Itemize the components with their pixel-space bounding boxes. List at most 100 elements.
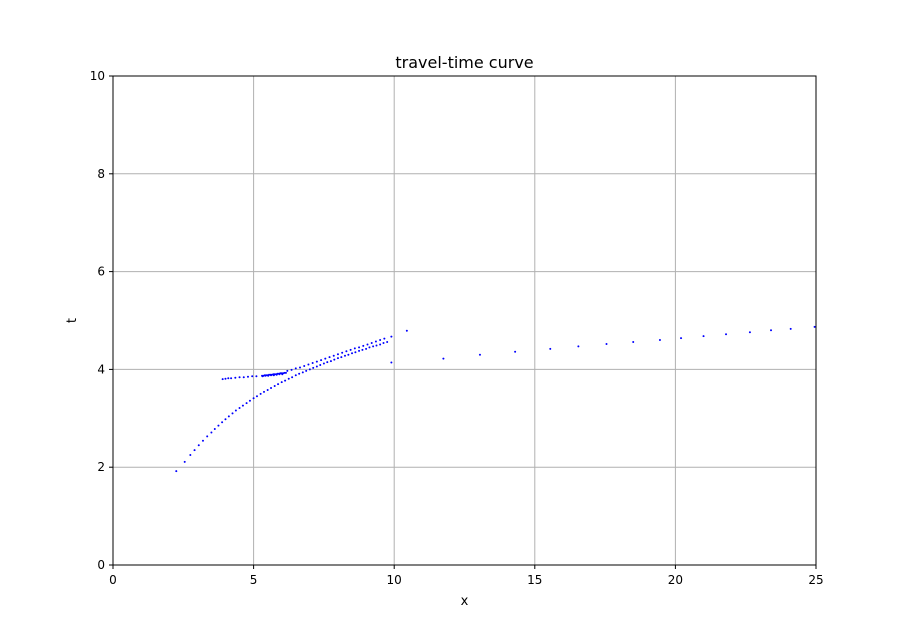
- data-point: [246, 375, 249, 378]
- data-point: [224, 377, 227, 380]
- data-point: [217, 424, 220, 427]
- data-points: [175, 325, 816, 473]
- data-point: [312, 366, 315, 369]
- data-point: [291, 376, 294, 379]
- data-point: [221, 421, 224, 424]
- data-point: [294, 367, 297, 370]
- data-point: [252, 397, 255, 400]
- data-point: [210, 431, 213, 434]
- data-point: [284, 379, 287, 382]
- data-point: [375, 344, 378, 347]
- data-point: [333, 358, 336, 361]
- data-point: [478, 353, 481, 356]
- data-point: [227, 415, 230, 418]
- data-point: [242, 376, 245, 379]
- data-point: [224, 418, 227, 421]
- data-point: [379, 339, 382, 342]
- data-point: [336, 353, 339, 356]
- data-point: [390, 361, 393, 364]
- y-axis-ticks: 0 2 4 6 8 10: [90, 69, 113, 572]
- data-point: [315, 360, 318, 363]
- data-point: [366, 343, 369, 346]
- data-point: [213, 428, 216, 431]
- data-point: [193, 449, 196, 452]
- data-point: [183, 460, 186, 463]
- data-point: [319, 363, 322, 366]
- data-point: [294, 374, 297, 377]
- data-point: [221, 378, 224, 381]
- data-point: [361, 348, 364, 351]
- data-point: [286, 369, 289, 372]
- data-point: [347, 353, 350, 356]
- data-point: [351, 352, 354, 355]
- data-point: [605, 342, 608, 345]
- x-tick-label: 20: [668, 573, 683, 587]
- data-point: [368, 346, 371, 349]
- data-point: [372, 345, 375, 348]
- data-point: [175, 470, 178, 473]
- data-point: [336, 357, 339, 360]
- data-point: [382, 341, 385, 344]
- data-point: [341, 351, 344, 354]
- data-point: [290, 368, 293, 371]
- plot-frame: [112, 75, 817, 566]
- data-point: [748, 331, 751, 334]
- data-point: [234, 409, 237, 412]
- data-point: [442, 357, 445, 360]
- data-point: [789, 327, 792, 330]
- data-point: [308, 368, 311, 371]
- data-point: [725, 333, 728, 336]
- data-point: [251, 375, 254, 378]
- data-point: [307, 363, 310, 366]
- data-point: [287, 377, 290, 380]
- data-point: [255, 395, 258, 398]
- data-point: [241, 404, 244, 407]
- data-point: [386, 341, 389, 344]
- data-point: [255, 375, 258, 378]
- data-point: [267, 374, 270, 377]
- data-point: [370, 341, 373, 344]
- data-point: [329, 360, 332, 363]
- y-tick-label: 6: [97, 265, 105, 279]
- data-point: [259, 392, 262, 395]
- y-axis-label: t: [65, 318, 80, 323]
- data-point: [770, 329, 773, 332]
- x-tick-label: 25: [808, 573, 823, 587]
- data-point: [245, 402, 248, 405]
- y-tick-label: 0: [97, 558, 105, 572]
- data-point: [680, 337, 683, 340]
- data-point: [383, 337, 386, 340]
- data-point: [365, 347, 368, 350]
- data-point: [206, 435, 209, 438]
- data-point: [231, 412, 234, 415]
- data-point: [301, 371, 304, 374]
- data-point: [577, 345, 580, 348]
- data-point: [374, 340, 377, 343]
- data-point: [197, 444, 200, 447]
- x-tick-label: 15: [527, 573, 542, 587]
- data-point: [362, 344, 365, 347]
- x-tick-label: 10: [387, 573, 402, 587]
- chart-title: travel-time curve: [395, 53, 533, 72]
- data-point: [270, 386, 273, 389]
- data-point: [230, 377, 233, 380]
- data-point: [266, 388, 269, 391]
- data-point: [264, 374, 267, 377]
- data-point: [353, 347, 356, 350]
- data-point: [343, 354, 346, 357]
- x-tick-label: 5: [250, 573, 258, 587]
- data-point: [261, 375, 264, 378]
- data-point: [326, 361, 329, 364]
- data-point: [324, 357, 327, 360]
- data-point: [283, 371, 286, 374]
- data-point: [328, 356, 331, 359]
- data-point: [238, 376, 241, 379]
- data-point: [298, 366, 301, 369]
- data-point: [227, 377, 230, 380]
- data-point: [349, 348, 352, 351]
- data-point: [303, 364, 306, 367]
- data-point: [280, 381, 283, 384]
- y-tick-label: 10: [90, 69, 105, 83]
- data-point: [702, 335, 705, 338]
